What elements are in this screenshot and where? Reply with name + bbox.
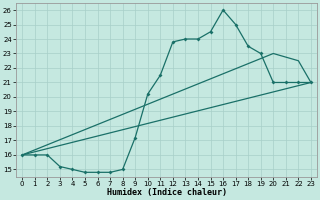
X-axis label: Humidex (Indice chaleur): Humidex (Indice chaleur) [107, 188, 227, 197]
